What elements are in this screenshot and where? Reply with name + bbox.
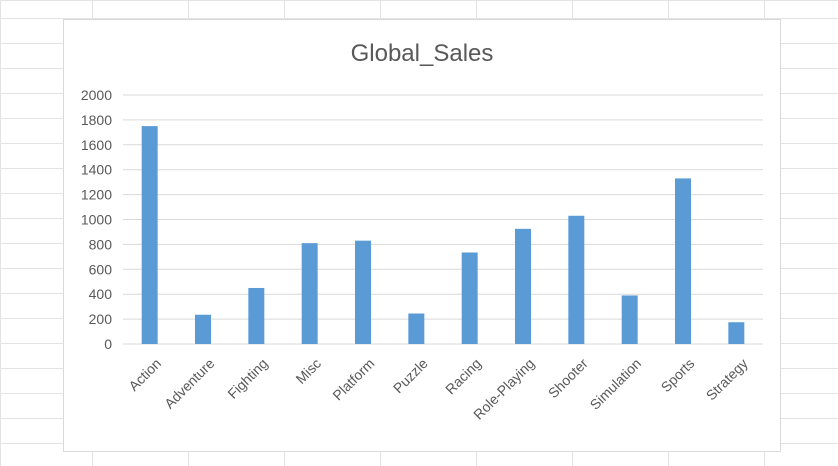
bar-strategy[interactable]	[728, 322, 745, 344]
x-tick-label: Adventure	[161, 355, 218, 412]
y-tick-label: 1400	[81, 162, 112, 178]
chart-title: Global_Sales	[350, 40, 494, 67]
y-axis-tick-labels: 0 200 400 600 800 1000 1200 1400 1600 1800 2000	[81, 87, 112, 352]
gridlines	[123, 94, 763, 345]
x-tick-label: Strategy	[703, 355, 751, 403]
bar-adventure[interactable]	[195, 314, 211, 344]
x-tick-label: Misc	[292, 355, 324, 387]
bar-misc[interactable]	[301, 243, 318, 344]
y-tick-label: 2000	[81, 87, 112, 103]
x-tick-label: Fighting	[224, 355, 271, 402]
chart-area[interactable]	[63, 19, 781, 452]
x-tick-label: Puzzle	[390, 355, 431, 396]
bar-platform[interactable]	[355, 240, 371, 344]
bar-shooter[interactable]	[568, 215, 585, 344]
y-tick-label: 200	[89, 311, 113, 327]
y-tick-label: 1600	[81, 137, 112, 153]
x-tick-label: Racing	[442, 355, 484, 397]
x-tick-label: Shooter	[545, 355, 591, 401]
bar-simulation[interactable]	[621, 295, 638, 344]
x-tick-label: Sports	[658, 355, 698, 395]
y-tick-label: 800	[89, 236, 113, 252]
x-tick-label: Simulation	[587, 355, 645, 413]
y-tick-label: 400	[89, 286, 113, 302]
bar-fighting[interactable]	[248, 287, 265, 344]
y-tick-label: 1800	[81, 112, 112, 128]
y-tick-label: 1200	[81, 187, 112, 203]
y-tick-label: 0	[104, 336, 112, 352]
bar-puzzle[interactable]	[408, 313, 425, 344]
y-tick-label: 600	[89, 261, 113, 277]
y-tick-label: 1000	[81, 212, 112, 228]
bar-role-playing[interactable]	[515, 228, 531, 344]
x-tick-label: Action	[125, 355, 164, 394]
bar-series	[141, 126, 745, 344]
bar-racing[interactable]	[461, 252, 478, 344]
x-tick-label: Platform	[329, 355, 377, 403]
bar-action[interactable]	[141, 126, 158, 344]
bar-sports[interactable]	[675, 178, 691, 344]
